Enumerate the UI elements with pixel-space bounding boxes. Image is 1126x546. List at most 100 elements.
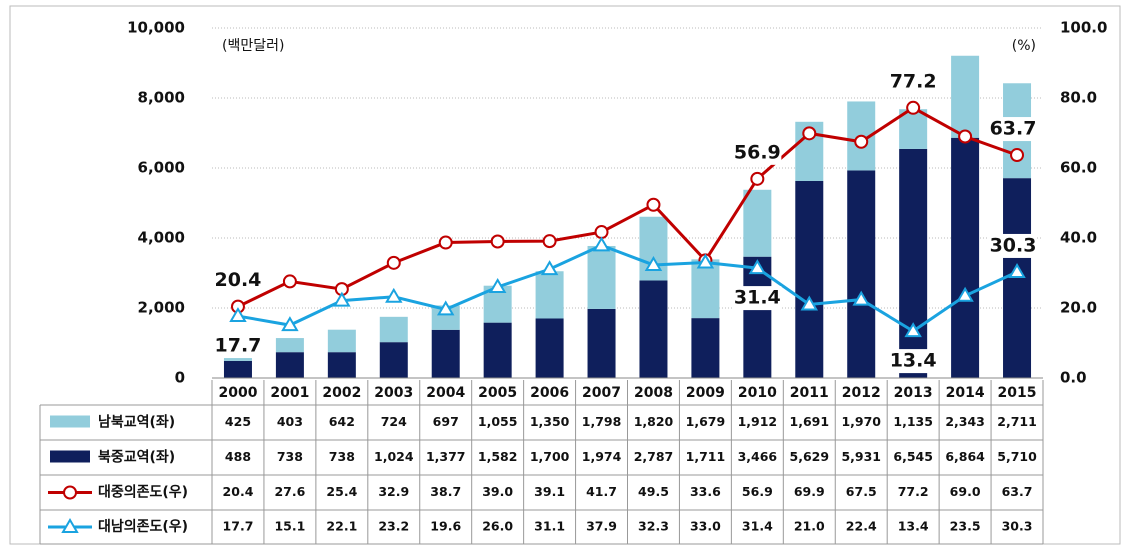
label-bg <box>889 69 938 94</box>
y2-tick-label: 100.0 <box>1060 19 1107 37</box>
data-label: 20.4 <box>215 269 262 291</box>
y-tick-label: 0 <box>175 369 185 387</box>
legend-label: 북중교역(좌) <box>98 449 175 466</box>
bar <box>951 55 980 138</box>
label-bg <box>989 233 1038 258</box>
table-cell: 3,466 <box>738 449 778 464</box>
marker <box>906 100 921 115</box>
x-tick-label: 2008 <box>634 385 673 401</box>
table-cell: 31.1 <box>534 519 565 534</box>
marker <box>852 290 870 306</box>
label-bg <box>213 334 262 359</box>
table-cell: 41.7 <box>586 484 617 499</box>
data-label: 77.2 <box>890 70 937 92</box>
label-bg <box>889 349 938 374</box>
table-cell: 1,350 <box>530 414 570 429</box>
bar <box>743 256 772 378</box>
bar <box>587 245 616 309</box>
legend-swatch <box>50 415 90 428</box>
marker <box>1010 148 1025 163</box>
bar <box>379 316 408 343</box>
marker <box>488 278 507 293</box>
legend-label: 대남의존도(우) <box>98 518 188 535</box>
x-tick-label: 2002 <box>322 385 361 401</box>
marker <box>958 129 973 144</box>
table-cell: 22.4 <box>846 519 877 534</box>
table-cell: 6,864 <box>945 449 985 464</box>
table-cell: 5,629 <box>790 449 830 464</box>
data-label: 63.7 <box>990 118 1037 140</box>
marker <box>956 286 974 302</box>
marker <box>644 255 663 271</box>
x-tick-label: 2001 <box>270 385 309 401</box>
data-label: 31.4 <box>734 287 781 309</box>
table-cell: 69.9 <box>794 484 825 499</box>
table-cell: 38.7 <box>430 484 461 499</box>
marker <box>540 260 559 276</box>
table-cell: 5,931 <box>841 449 881 464</box>
bar <box>639 280 668 378</box>
right-unit: (%) <box>1012 38 1036 54</box>
table-cell: 15.1 <box>274 519 305 534</box>
table-cell: 1,798 <box>582 414 622 429</box>
y2-tick-label: 0.0 <box>1060 369 1087 387</box>
table-cell: 1,912 <box>738 414 778 429</box>
marker <box>750 171 765 186</box>
table-cell: 5,710 <box>997 449 1037 464</box>
table-cell: 32.9 <box>378 484 409 499</box>
table-cell: 49.5 <box>638 484 669 499</box>
table-cell: 1,700 <box>530 449 570 464</box>
marker <box>438 235 453 250</box>
x-tick-label: 2000 <box>218 385 257 401</box>
table-cell: 26.0 <box>482 519 513 534</box>
marker <box>333 291 351 307</box>
table-cell: 22.1 <box>326 519 357 534</box>
table-cell: 30.3 <box>1002 519 1033 534</box>
table-cell: 2,711 <box>997 414 1037 429</box>
bar <box>535 271 564 319</box>
bar <box>431 329 460 378</box>
table-cell: 1,691 <box>790 414 830 429</box>
table-cell: 1,582 <box>478 449 518 464</box>
table-cell: 32.3 <box>638 519 669 534</box>
marker <box>592 236 611 252</box>
table-cell: 403 <box>277 414 303 429</box>
x-tick-label: 2015 <box>998 385 1037 401</box>
data-label: 17.7 <box>215 335 262 357</box>
table-cell: 1,135 <box>893 414 933 429</box>
bar <box>587 308 616 378</box>
left-unit: (백만달러) <box>222 38 284 54</box>
marker <box>490 234 505 249</box>
table-cell: 31.4 <box>742 519 773 534</box>
table-cell: 27.6 <box>274 484 305 499</box>
y-tick-label: 4,000 <box>138 229 185 247</box>
table-cell: 1,679 <box>686 414 726 429</box>
table-cell: 21.0 <box>794 519 825 534</box>
marker <box>1008 262 1026 278</box>
bar <box>951 137 980 378</box>
table-cell: 23.2 <box>378 519 409 534</box>
bar <box>847 170 876 378</box>
marker <box>802 126 817 141</box>
marker <box>282 274 297 289</box>
marker <box>542 234 557 249</box>
marker <box>800 295 819 311</box>
table-cell: 69.0 <box>950 484 981 499</box>
x-tick-label: 2011 <box>790 385 829 401</box>
table-cell: 19.6 <box>430 519 461 534</box>
table-cell: 642 <box>329 414 355 429</box>
label-bg <box>989 117 1038 142</box>
y-tick-label: 6,000 <box>138 159 185 177</box>
table-cell: 1,970 <box>841 414 881 429</box>
table-cell: 56.9 <box>742 484 773 499</box>
table-cell: 1,024 <box>374 449 414 464</box>
table-cell: 1,377 <box>426 449 466 464</box>
table-cell: 67.5 <box>846 484 877 499</box>
table-cell: 2,343 <box>945 414 985 429</box>
marker <box>436 300 455 316</box>
marker <box>904 322 922 338</box>
bar <box>743 189 772 257</box>
y2-tick-label: 80.0 <box>1060 89 1097 107</box>
marker <box>386 255 401 270</box>
x-tick-label: 2012 <box>842 385 881 401</box>
